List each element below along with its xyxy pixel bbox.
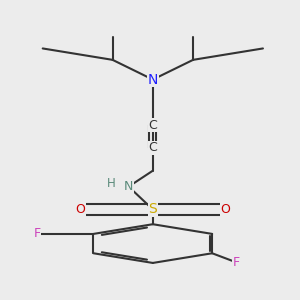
Text: F: F (233, 256, 240, 269)
Text: N: N (148, 73, 158, 87)
Text: S: S (148, 202, 157, 216)
Text: O: O (75, 203, 85, 216)
Text: C: C (148, 118, 157, 132)
Text: H: H (106, 177, 115, 190)
Text: C: C (148, 141, 157, 154)
Text: N: N (124, 180, 133, 193)
Text: O: O (220, 203, 230, 216)
Text: F: F (34, 227, 40, 240)
